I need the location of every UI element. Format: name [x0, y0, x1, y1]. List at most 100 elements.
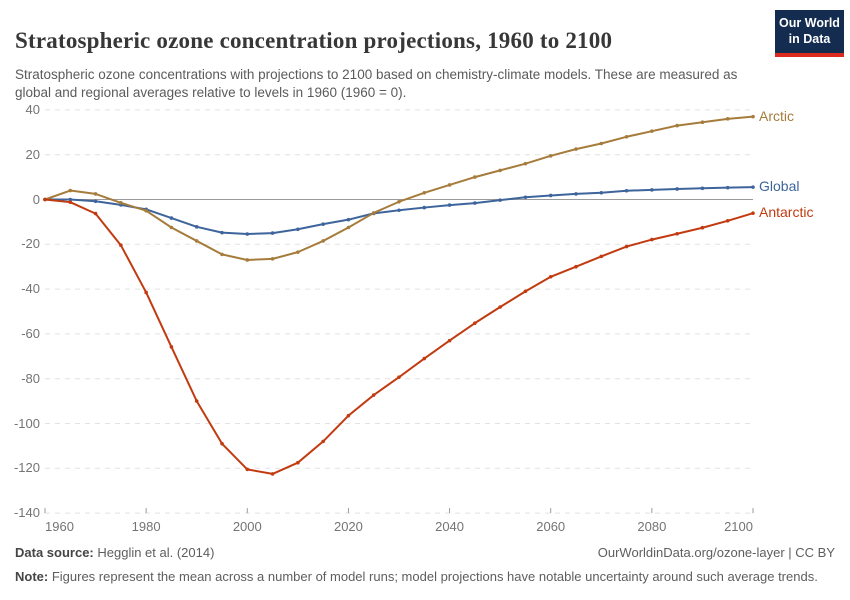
y-tick-label--40: -40 — [21, 281, 40, 297]
data-source-line: Data source: Hegglin et al. (2014) — [15, 545, 214, 560]
x-tick-label-2080: 2080 — [637, 519, 667, 534]
data-point — [751, 211, 755, 215]
data-source-text: Hegglin et al. (2014) — [93, 545, 215, 560]
data-point — [599, 141, 604, 146]
y-tick-label--120: -120 — [13, 460, 40, 476]
data-point — [700, 225, 705, 230]
data-point — [574, 264, 578, 269]
note-label: Note: — [15, 569, 49, 584]
data-point — [473, 175, 477, 179]
data-point — [624, 188, 629, 193]
data-point — [725, 117, 730, 121]
data-point — [523, 195, 528, 200]
owid-logo-line2: in Data — [788, 31, 831, 46]
y-tick-label--60: -60 — [21, 325, 40, 341]
data-point — [169, 345, 174, 349]
note-text: Figures represent the mean across a numb… — [48, 569, 818, 584]
data-point — [371, 211, 376, 215]
data-point — [751, 185, 755, 189]
y-tick-label-0: 0 — [32, 191, 40, 207]
data-point — [498, 168, 502, 173]
data-point — [624, 134, 629, 139]
x-tick-label-2020: 2020 — [333, 519, 363, 534]
data-point — [725, 185, 730, 190]
data-point — [119, 201, 123, 205]
data-point — [675, 123, 679, 128]
data-point — [422, 190, 427, 195]
data-point — [346, 217, 351, 222]
data-point — [523, 289, 528, 294]
series-line-antarctic — [44, 198, 754, 475]
data-point — [220, 252, 224, 257]
data-point — [245, 232, 250, 236]
data-point — [296, 250, 300, 254]
note-line: Note: Figures represent the mean across … — [15, 569, 835, 584]
x-tick-label-2040: 2040 — [435, 519, 465, 534]
data-point — [700, 120, 705, 125]
data-point — [194, 239, 199, 243]
data-point — [321, 439, 325, 444]
data-point — [321, 222, 325, 226]
data-point — [245, 258, 250, 262]
x-tick-label-2060: 2060 — [536, 519, 566, 534]
data-point — [700, 186, 705, 191]
data-point — [68, 200, 73, 204]
data-point — [725, 218, 730, 223]
page-title: Stratospheric ozone concentration projec… — [15, 28, 613, 54]
data-source-label: Data source: — [15, 545, 94, 560]
data-point — [194, 399, 199, 403]
data-point — [473, 321, 477, 325]
data-point — [119, 243, 123, 247]
data-point — [43, 197, 47, 202]
data-point — [447, 203, 452, 207]
data-point — [675, 231, 679, 236]
data-point — [599, 190, 604, 195]
data-point — [169, 225, 174, 230]
owid-logo[interactable]: Our World in Data — [775, 10, 844, 57]
data-point — [245, 467, 250, 472]
data-point — [270, 231, 275, 235]
owid-logo-line1: Our World — [779, 15, 840, 30]
data-point — [220, 441, 224, 446]
series-label-antarctic: Antarctic — [759, 204, 814, 221]
y-tick-label--140: -140 — [13, 505, 40, 521]
y-tick-label--20: -20 — [21, 236, 40, 252]
chart-subtitle: Stratospheric ozone concentrations with … — [15, 66, 738, 101]
data-point — [447, 338, 452, 343]
series-label-arctic: Arctic — [759, 107, 794, 124]
y-tick-label--100: -100 — [13, 415, 40, 431]
data-point — [144, 208, 148, 213]
series-label-global: Global — [759, 178, 800, 195]
data-point — [93, 199, 98, 204]
data-point — [270, 257, 275, 261]
data-point — [574, 192, 578, 196]
data-point — [296, 227, 300, 232]
series-points-antarctic — [43, 197, 755, 476]
y-tick-label-20: 20 — [25, 146, 40, 162]
x-tick-label-2100: 2100 — [724, 519, 753, 534]
data-point — [548, 193, 553, 198]
data-point — [270, 472, 275, 476]
data-point — [371, 393, 376, 397]
y-tick-label-40: 40 — [25, 101, 40, 117]
x-tick-label-1980: 1980 — [131, 519, 161, 534]
data-point — [397, 375, 401, 379]
series-line-arctic — [44, 115, 754, 261]
data-point — [498, 305, 502, 309]
data-point — [93, 192, 98, 196]
x-tick-label-2000: 2000 — [232, 519, 262, 534]
data-point — [346, 225, 351, 230]
data-point — [321, 239, 325, 243]
data-point — [220, 230, 224, 235]
data-point — [599, 254, 604, 259]
data-point — [650, 129, 654, 133]
citation-link[interactable]: OurWorldinData.org/ozone-layer | CC BY — [597, 545, 835, 560]
data-point — [650, 237, 654, 242]
data-point — [548, 154, 553, 158]
series-points-arctic — [43, 114, 755, 262]
x-tick-label-1960: 1960 — [45, 519, 74, 534]
data-point — [751, 114, 755, 119]
data-point — [194, 225, 199, 229]
data-point — [523, 161, 528, 166]
